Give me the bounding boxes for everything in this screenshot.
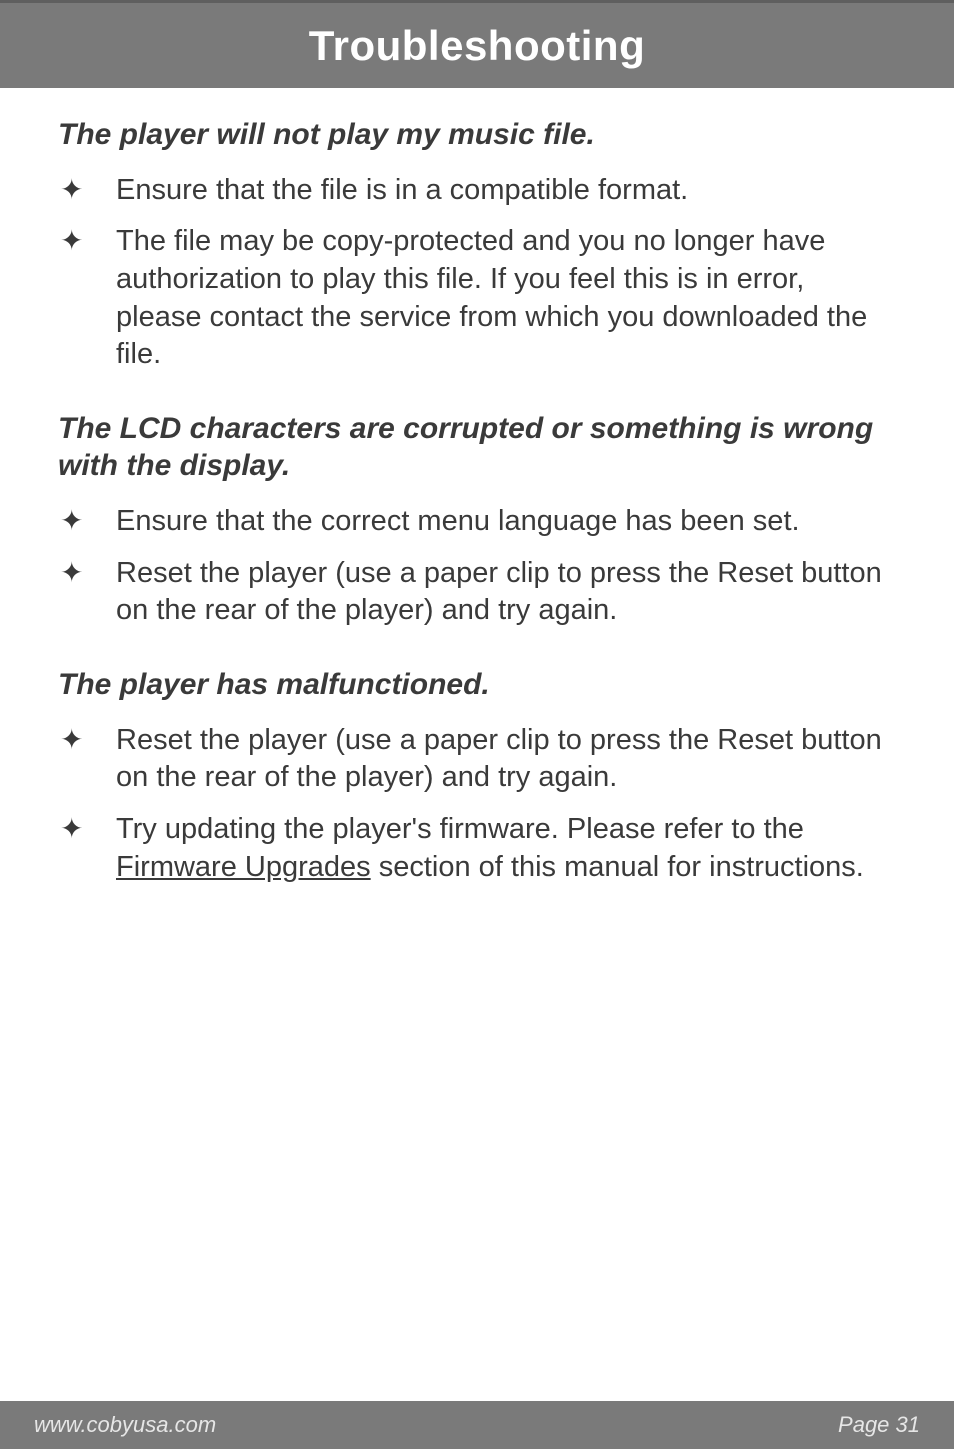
list-item-text: The file may be copy-protected and you n… <box>116 223 896 374</box>
list-item-text: Ensure that the correct menu language ha… <box>116 503 896 541</box>
star-icon: ✦ <box>58 172 116 208</box>
list-item-text: Reset the player (use a paper clip to pr… <box>116 722 896 797</box>
list-item: ✦ Try updating the player's firmware. Pl… <box>58 811 896 886</box>
list-item-text: Try updating the player's firmware. Plea… <box>116 811 896 886</box>
star-icon: ✦ <box>58 223 116 259</box>
star-icon: ✦ <box>58 811 116 847</box>
page-title: Troubleshooting <box>309 22 645 70</box>
star-icon: ✦ <box>58 722 116 758</box>
bullet-list: ✦ Reset the player (use a paper clip to … <box>58 722 896 887</box>
footer-page-number: Page 31 <box>838 1412 920 1438</box>
list-item: ✦ Reset the player (use a paper clip to … <box>58 722 896 797</box>
bullet-list: ✦ Ensure that the file is in a compatibl… <box>58 172 896 374</box>
text-pre: Try updating the player's firmware. Plea… <box>116 813 804 845</box>
header-band: Troubleshooting <box>0 0 954 88</box>
page: Troubleshooting The player will not play… <box>0 0 954 1449</box>
list-item-text: Ensure that the file is in a compatible … <box>116 172 896 210</box>
footer-band: www.cobyusa.com Page 31 <box>0 1401 954 1449</box>
section-heading: The LCD characters are corrupted or some… <box>58 410 896 485</box>
list-item: ✦ Ensure that the correct menu language … <box>58 503 896 541</box>
list-item: ✦ Reset the player (use a paper clip to … <box>58 555 896 630</box>
section-heading: The player will not play my music file. <box>58 116 896 154</box>
star-icon: ✦ <box>58 503 116 539</box>
content-area: The player will not play my music file. … <box>0 88 954 1401</box>
bullet-list: ✦ Ensure that the correct menu language … <box>58 503 896 630</box>
text-post: section of this manual for instructions. <box>371 851 864 883</box>
list-item: ✦ Ensure that the file is in a compatibl… <box>58 172 896 210</box>
firmware-upgrades-link[interactable]: Firmware Upgrades <box>116 851 371 883</box>
list-item-text: Reset the player (use a paper clip to pr… <box>116 555 896 630</box>
footer-url: www.cobyusa.com <box>34 1412 216 1438</box>
star-icon: ✦ <box>58 555 116 591</box>
section-heading: The player has malfunctioned. <box>58 666 896 704</box>
list-item: ✦ The file may be copy-protected and you… <box>58 223 896 374</box>
